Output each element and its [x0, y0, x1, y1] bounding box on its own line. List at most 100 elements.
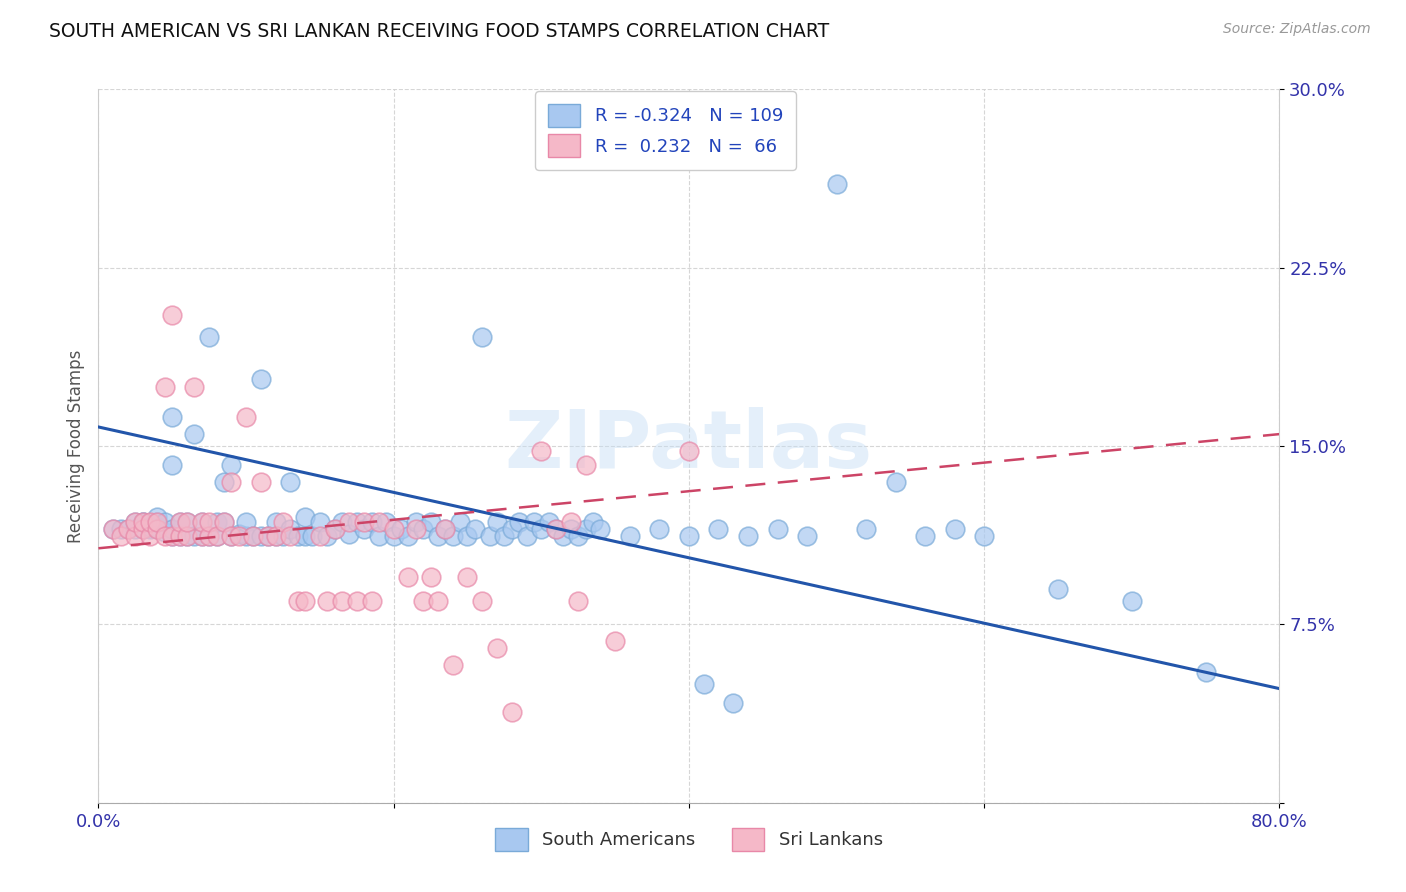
Point [132, 515, 155, 529]
Point [516, 529, 538, 543]
Point [943, 522, 966, 536]
Point [162, 410, 183, 425]
Point [375, 515, 398, 529]
Point [221, 458, 243, 472]
Point [139, 520, 162, 534]
Point [567, 593, 589, 607]
Point [294, 529, 316, 543]
Point [530, 443, 553, 458]
Point [368, 515, 391, 529]
Point [441, 529, 464, 543]
Point [486, 641, 509, 656]
Point [191, 515, 214, 529]
Point [139, 529, 162, 543]
Point [287, 529, 309, 543]
Point [301, 529, 323, 543]
Point [449, 515, 471, 529]
Point [183, 379, 205, 393]
Point [678, 443, 700, 458]
Point [124, 522, 146, 536]
Point [146, 520, 169, 534]
Point [169, 515, 191, 529]
Y-axis label: Receiving Food Stamps: Receiving Food Stamps [66, 350, 84, 542]
Point [183, 427, 205, 442]
Text: ZIPatlas: ZIPatlas [505, 407, 873, 485]
Point [389, 522, 412, 536]
Point [198, 529, 221, 543]
Point [486, 515, 509, 529]
Point [294, 510, 316, 524]
Point [250, 372, 273, 386]
Point [560, 522, 582, 536]
Point [589, 522, 612, 536]
Point [280, 529, 302, 543]
Point [198, 529, 221, 543]
Point [501, 522, 523, 536]
Point [323, 522, 346, 536]
Point [316, 593, 339, 607]
Point [353, 522, 375, 536]
Point [124, 515, 146, 529]
Point [323, 522, 346, 536]
Point [212, 475, 235, 489]
Point [264, 515, 287, 529]
Point [235, 529, 257, 543]
Point [242, 529, 264, 543]
Point [235, 410, 257, 425]
Point [723, 696, 745, 710]
Point [494, 529, 516, 543]
Point [250, 529, 273, 543]
Point [575, 522, 598, 536]
Point [110, 522, 132, 536]
Point [914, 529, 936, 543]
Point [221, 529, 243, 543]
Point [441, 657, 464, 672]
Point [537, 515, 560, 529]
Point [250, 475, 273, 489]
Point [1121, 593, 1143, 607]
Point [176, 529, 198, 543]
Point [124, 515, 146, 529]
Point [146, 515, 169, 529]
Point [973, 529, 995, 543]
Point [567, 529, 589, 543]
Point [191, 529, 214, 543]
Point [427, 593, 450, 607]
Point [103, 522, 125, 536]
Point [117, 522, 139, 536]
Point [330, 593, 353, 607]
Point [346, 593, 368, 607]
Point [530, 522, 553, 536]
Point [619, 529, 641, 543]
Point [339, 527, 361, 541]
Point [117, 522, 139, 536]
Point [212, 515, 235, 529]
Text: SOUTH AMERICAN VS SRI LANKAN RECEIVING FOOD STAMPS CORRELATION CHART: SOUTH AMERICAN VS SRI LANKAN RECEIVING F… [49, 22, 830, 41]
Point [280, 522, 302, 536]
Point [205, 529, 228, 543]
Point [707, 522, 730, 536]
Point [169, 515, 191, 529]
Point [139, 522, 162, 536]
Point [235, 515, 257, 529]
Point [398, 570, 420, 584]
Point [228, 527, 250, 541]
Point [153, 529, 176, 543]
Point [153, 515, 176, 529]
Text: Source: ZipAtlas.com: Source: ZipAtlas.com [1223, 22, 1371, 37]
Point [412, 522, 434, 536]
Point [419, 570, 441, 584]
Point [221, 475, 243, 489]
Point [212, 515, 235, 529]
Point [309, 529, 332, 543]
Point [471, 593, 494, 607]
Point [457, 529, 479, 543]
Point [228, 529, 250, 543]
Point [382, 529, 405, 543]
Point [153, 524, 176, 539]
Point [257, 529, 280, 543]
Point [339, 515, 361, 529]
Point [162, 458, 183, 472]
Point [162, 308, 183, 322]
Point [560, 515, 582, 529]
